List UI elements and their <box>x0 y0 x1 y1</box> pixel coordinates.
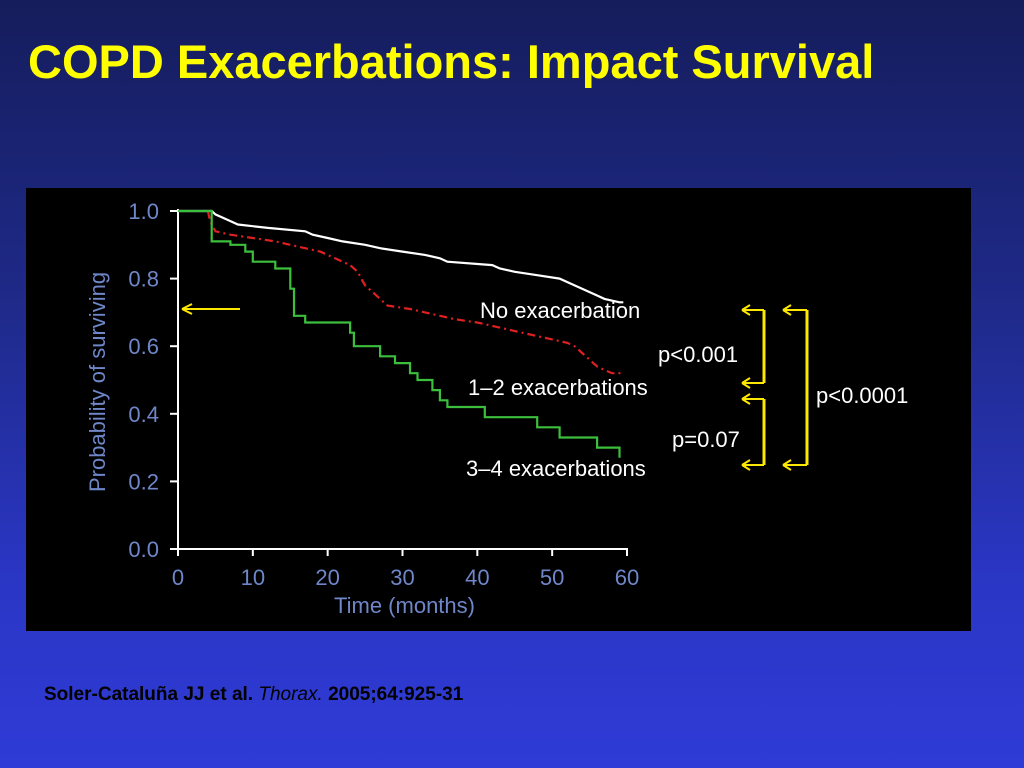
label-no-exacerbation: No exacerbation <box>480 298 640 323</box>
survival-curves <box>178 209 624 458</box>
bracket-outer-arrow-a-head <box>782 304 792 316</box>
x-tick-label: 0 <box>172 565 184 590</box>
x-tick-label: 30 <box>390 565 414 590</box>
x-axis-label: Time (months) <box>334 593 475 618</box>
label-3-4-exacerbations: 3–4 exacerbations <box>466 456 646 481</box>
citation-authors: Soler-Cataluña JJ et al. <box>44 684 254 705</box>
bracket-outer-arrow-b-head <box>782 459 792 471</box>
y-tick-label: 0.0 <box>128 537 159 562</box>
bracket-top-arrow-b-head <box>741 377 751 389</box>
p-value-brackets: p<0.001 p=0.07 p<0.0001 <box>181 303 908 471</box>
x-tick-label: 20 <box>315 565 339 590</box>
p-value-overall: p<0.0001 <box>816 383 908 408</box>
x-tick-label: 40 <box>465 565 489 590</box>
curve-no-exacerbation <box>178 209 624 304</box>
citation-details: 2005;64:925-31 <box>328 684 464 705</box>
bracket-bottom-arrow-a-head <box>741 393 751 405</box>
y-tick-label: 1.0 <box>128 199 159 224</box>
p-value-3-4: p=0.07 <box>672 427 740 452</box>
x-tick-label: 10 <box>241 565 265 590</box>
x-tick-label: 60 <box>615 565 639 590</box>
citation: Soler-Cataluña JJ et al. Thorax. 2005;64… <box>44 684 463 706</box>
p-value-1-2: p<0.001 <box>658 342 738 367</box>
y-tick-label: 0.6 <box>128 334 159 359</box>
y-axis-label: Probability of surviving <box>85 272 110 492</box>
y-tick-label: 0.4 <box>128 402 159 427</box>
chart-ticks: 0 10 20 30 40 50 60 0.0 0.2 0.4 0.6 0.8 1.0 Time (mon… <box>85 199 639 618</box>
curve-3-4-exacerbations <box>178 209 621 458</box>
citation-journal: Thorax. <box>258 684 323 705</box>
bracket-bottom-arrow-b-head <box>741 459 751 471</box>
x-tick-label: 50 <box>540 565 564 590</box>
survival-chart: 0 10 20 30 40 50 60 0.0 0.2 0.4 0.6 0.8 1.0 Time (mon… <box>85 199 908 618</box>
y-tick-label: 0.2 <box>128 469 159 494</box>
curve-labels: No exacerbation 1–2 exacerbations 3–4 exac… <box>466 298 648 481</box>
slide-title: COPD Exacerbations: Impact Survival <box>28 35 875 88</box>
y-tick-label: 0.8 <box>128 267 159 292</box>
bracket-top-arrow-a-head <box>741 304 751 316</box>
survival-figure: 0 10 20 30 40 50 60 0.0 0.2 0.4 0.6 0.8 1.0 Time (mon… <box>26 188 971 631</box>
label-1-2-exacerbations: 1–2 exacerbations <box>468 375 648 400</box>
curve-1-2-exacerbations <box>206 210 624 375</box>
reference-arrow-head <box>181 303 193 315</box>
